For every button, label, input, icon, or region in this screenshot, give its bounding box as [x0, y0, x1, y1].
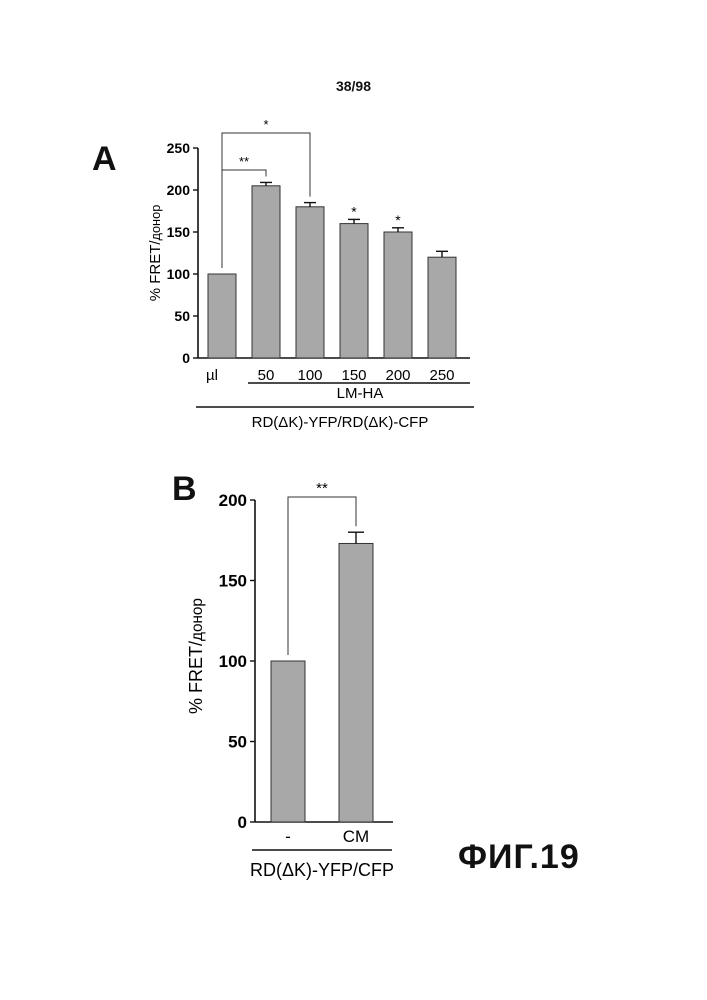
- y-tick-label: 0: [238, 813, 247, 832]
- bar: [271, 661, 305, 822]
- y-axis-label-sub: донор: [189, 598, 206, 641]
- y-tick-label: 100: [219, 652, 247, 671]
- significance-bracket-label: **: [316, 480, 328, 497]
- x-tick-label: CM: [343, 827, 369, 846]
- y-tick-label: 200: [219, 491, 247, 510]
- y-tick-label: 150: [219, 571, 247, 590]
- x-axis-label: RD(ΔK)-YFP/CFP: [250, 860, 394, 880]
- bar: [339, 543, 373, 822]
- y-tick-label: 50: [228, 732, 247, 751]
- y-axis-label-main: % FRET/: [186, 641, 206, 714]
- x-tick-label: -: [285, 827, 291, 846]
- y-axis-label: % FRET/донор: [186, 598, 206, 714]
